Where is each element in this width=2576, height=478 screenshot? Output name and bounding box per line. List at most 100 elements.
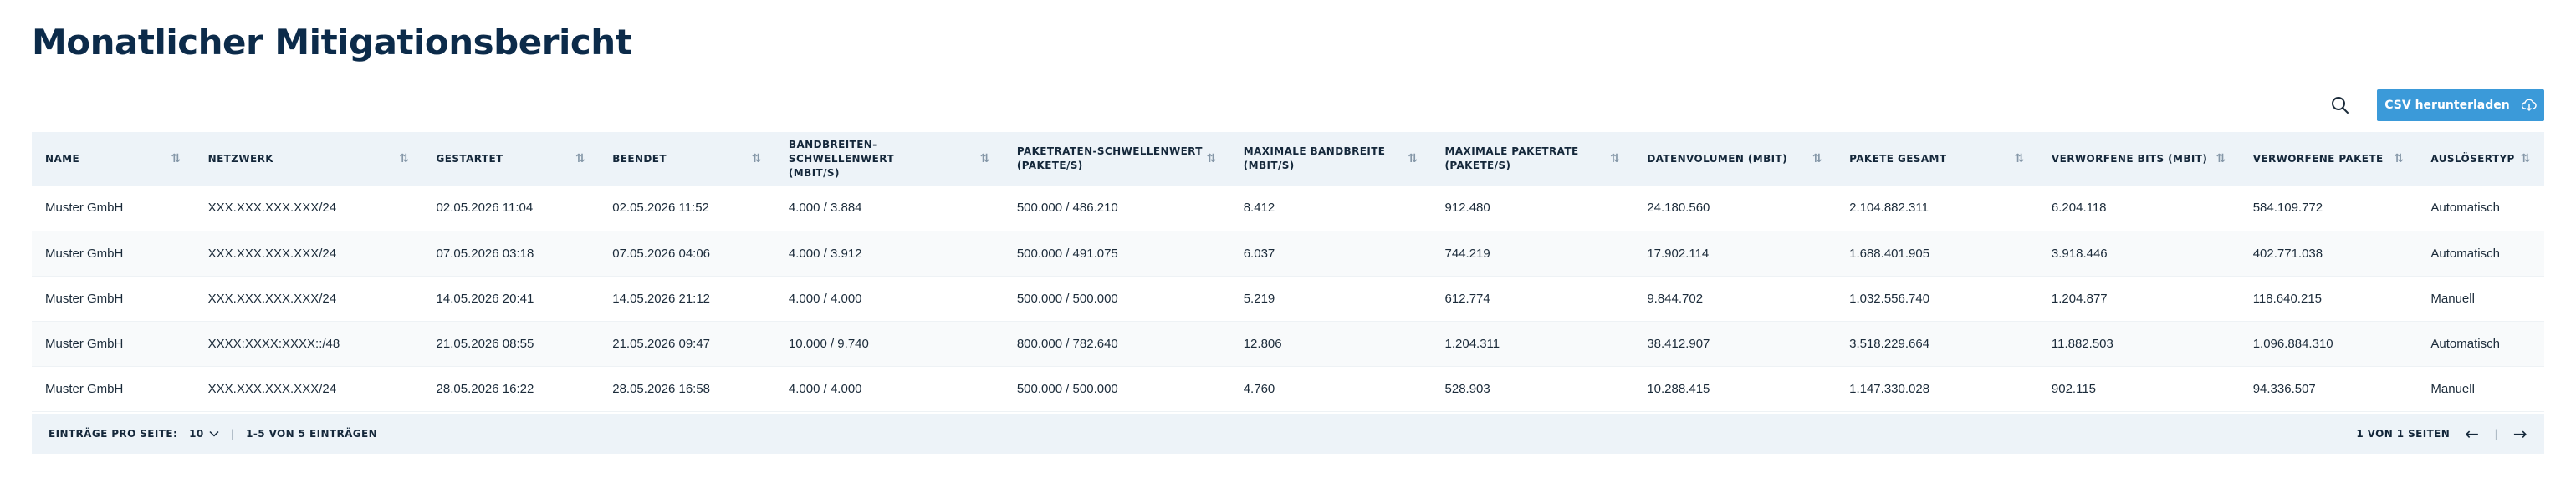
- table-body: Muster GmbH XXX.XXX.XXX.XXX/24 02.05.202…: [32, 186, 2544, 411]
- column-header-data-volume[interactable]: DATENVOLUMEN (MBIT) ⇅: [1647, 152, 1823, 165]
- cell-dropped-packets: 94.336.507: [2252, 381, 2316, 396]
- cell-bandwidth-threshold: 4.000 / 4.000: [788, 381, 862, 396]
- cell-started: 21.05.2026 08:55: [436, 336, 534, 351]
- cell-dropped-bits: 1.204.877: [2051, 291, 2108, 306]
- cell-network: XXXX:XXXX:XXXX::/48: [207, 336, 340, 351]
- cell-trigger-type: Automatisch: [2430, 246, 2500, 261]
- cell-network: XXX.XXX.XXX.XXX/24: [207, 201, 337, 216]
- cell-max-packet-rate: 528.903: [1444, 381, 1490, 396]
- page-title: Monatlicher Mitigationsbericht: [32, 22, 632, 63]
- mitigation-table: NAME ⇅ NETZWERK ⇅ GESTARTET ⇅ BEENDET ⇅ BAND…: [32, 132, 2544, 412]
- sort-icon[interactable]: ⇅: [575, 152, 586, 165]
- per-page-value: 10: [189, 428, 204, 440]
- cell-max-bandwidth: 6.037: [1243, 246, 1275, 261]
- column-header-dropped-bits[interactable]: VERWORFENE BITS (MBIT) ⇅: [2051, 152, 2226, 165]
- sort-icon[interactable]: ⇅: [2394, 152, 2405, 165]
- cell-dropped-bits: 11.882.503: [2051, 336, 2113, 351]
- cell-total-packets: 1.147.330.028: [1849, 381, 1930, 396]
- cell-ended: 07.05.2026 04:06: [612, 246, 711, 261]
- column-header-total-packets[interactable]: PAKETE GESAMT ⇅: [1849, 152, 2025, 165]
- sort-icon[interactable]: ⇅: [979, 152, 990, 165]
- cell-name: Muster GmbH: [45, 201, 124, 216]
- column-header-dropped-packets[interactable]: VERWORFENE PAKETE ⇅: [2252, 152, 2405, 165]
- cell-max-packet-rate: 612.774: [1444, 291, 1490, 306]
- sort-icon[interactable]: ⇅: [1610, 152, 1621, 165]
- cell-dropped-packets: 118.640.215: [2252, 291, 2323, 306]
- arrow-right-icon[interactable]: →: [2512, 424, 2527, 444]
- column-header-packet-rate-threshold[interactable]: PAKETRATEN-SCHWELLENWERT (PAKETE/S) ⇅: [1016, 145, 1217, 171]
- cell-bandwidth-threshold: 10.000 / 9.740: [788, 336, 869, 351]
- cell-ended: 28.05.2026 16:58: [612, 381, 711, 396]
- cell-started: 07.05.2026 03:18: [436, 246, 534, 261]
- cell-trigger-type: Automatisch: [2430, 336, 2500, 351]
- range-text: 1-5 VON 5 EINTRÄGEN: [246, 428, 378, 440]
- cell-dropped-packets: 584.109.772: [2252, 201, 2323, 216]
- cell-trigger-type: Manuell: [2430, 291, 2475, 306]
- cell-max-packet-rate: 1.204.311: [1444, 336, 1500, 351]
- sort-icon[interactable]: ⇅: [399, 152, 410, 165]
- sort-icon[interactable]: ⇅: [2014, 152, 2025, 165]
- cell-packet-rate-threshold: 500.000 / 486.210: [1016, 201, 1118, 216]
- sort-icon[interactable]: ⇅: [1812, 152, 1823, 165]
- cell-dropped-bits: 902.115: [2051, 381, 2097, 396]
- table-row: Muster GmbH XXX.XXX.XXX.XXX/24 28.05.202…: [32, 366, 2544, 411]
- column-header-max-packet-rate[interactable]: MAXIMALE PAKETRATE (PAKETE/S) ⇅: [1444, 145, 1621, 171]
- cloud-download-icon: [2521, 99, 2537, 112]
- cell-max-bandwidth: 8.412: [1243, 201, 1275, 216]
- cell-data-volume: 9.844.702: [1647, 291, 1704, 306]
- sort-icon[interactable]: ⇅: [1408, 152, 1418, 165]
- sort-icon[interactable]: ⇅: [1206, 152, 1217, 165]
- sort-icon[interactable]: ⇅: [751, 152, 762, 165]
- cell-bandwidth-threshold: 4.000 / 4.000: [788, 291, 862, 306]
- cell-bandwidth-threshold: 4.000 / 3.884: [788, 201, 862, 216]
- column-header-trigger-type[interactable]: AUSLÖSERTYP ⇅: [2430, 152, 2531, 165]
- cell-data-volume: 24.180.560: [1647, 201, 1710, 216]
- column-header-started[interactable]: GESTARTET ⇅: [436, 152, 586, 165]
- arrow-left-icon[interactable]: ←: [2465, 424, 2480, 444]
- cell-dropped-packets: 402.771.038: [2252, 246, 2323, 261]
- chevron-down-icon: [209, 430, 219, 437]
- cell-trigger-type: Automatisch: [2430, 201, 2500, 216]
- csv-download-button[interactable]: CSV herunterladen: [2377, 89, 2544, 121]
- footer-separator: |: [2494, 428, 2498, 440]
- column-header-network[interactable]: NETZWERK ⇅: [207, 152, 410, 165]
- sort-icon[interactable]: ⇅: [171, 152, 181, 165]
- cell-trigger-type: Manuell: [2430, 381, 2475, 396]
- cell-name: Muster GmbH: [45, 381, 124, 396]
- column-header-bandwidth-threshold[interactable]: BANDBREITEN-SCHWELLENWERT (MBIT/S) ⇅: [788, 138, 990, 179]
- page-text: 1 VON 1 SEITEN: [2356, 428, 2451, 440]
- cell-started: 28.05.2026 16:22: [436, 381, 534, 396]
- column-header-name[interactable]: NAME ⇅: [45, 152, 181, 165]
- cell-max-bandwidth: 12.806: [1243, 336, 1282, 351]
- cell-started: 02.05.2026 11:04: [436, 201, 534, 216]
- cell-total-packets: 1.032.556.740: [1849, 291, 1930, 306]
- cell-dropped-bits: 6.204.118: [2051, 201, 2107, 216]
- cell-total-packets: 3.518.229.664: [1849, 336, 1930, 351]
- cell-packet-rate-threshold: 500.000 / 500.000: [1016, 291, 1118, 306]
- cell-packet-rate-threshold: 800.000 / 782.640: [1016, 336, 1118, 351]
- sort-icon[interactable]: ⇅: [2216, 152, 2226, 165]
- table-row: Muster GmbH XXXX:XXXX:XXXX::/48 21.05.20…: [32, 321, 2544, 366]
- cell-total-packets: 1.688.401.905: [1849, 246, 1930, 261]
- cell-network: XXX.XXX.XXX.XXX/24: [207, 291, 337, 306]
- cell-name: Muster GmbH: [45, 291, 124, 306]
- per-page-select[interactable]: 10: [189, 428, 219, 440]
- per-page-label: EINTRÄGE PRO SEITE:: [49, 428, 178, 440]
- table-row: Muster GmbH XXX.XXX.XXX.XXX/24 14.05.202…: [32, 276, 2544, 321]
- cell-network: XXX.XXX.XXX.XXX/24: [207, 381, 337, 396]
- cell-packet-rate-threshold: 500.000 / 500.000: [1016, 381, 1118, 396]
- cell-max-packet-rate: 744.219: [1444, 246, 1490, 261]
- sort-icon[interactable]: ⇅: [2520, 152, 2531, 165]
- column-header-max-bandwidth[interactable]: MAXIMALE BANDBREITE (MBIT/S) ⇅: [1243, 145, 1418, 171]
- search-button[interactable]: [2323, 89, 2357, 122]
- csv-download-label: CSV herunterladen: [2384, 99, 2510, 112]
- table-header-row: NAME ⇅ NETZWERK ⇅ GESTARTET ⇅ BEENDET ⇅ BAND…: [32, 132, 2544, 186]
- cell-ended: 02.05.2026 11:52: [612, 201, 709, 216]
- search-icon: [2332, 97, 2349, 114]
- cell-dropped-packets: 1.096.884.310: [2252, 336, 2333, 351]
- column-header-ended[interactable]: BEENDET ⇅: [612, 152, 762, 165]
- table-row: Muster GmbH XXX.XXX.XXX.XXX/24 07.05.202…: [32, 231, 2544, 276]
- cell-max-packet-rate: 912.480: [1444, 201, 1490, 216]
- cell-max-bandwidth: 5.219: [1243, 291, 1275, 306]
- footer-separator: |: [230, 428, 235, 440]
